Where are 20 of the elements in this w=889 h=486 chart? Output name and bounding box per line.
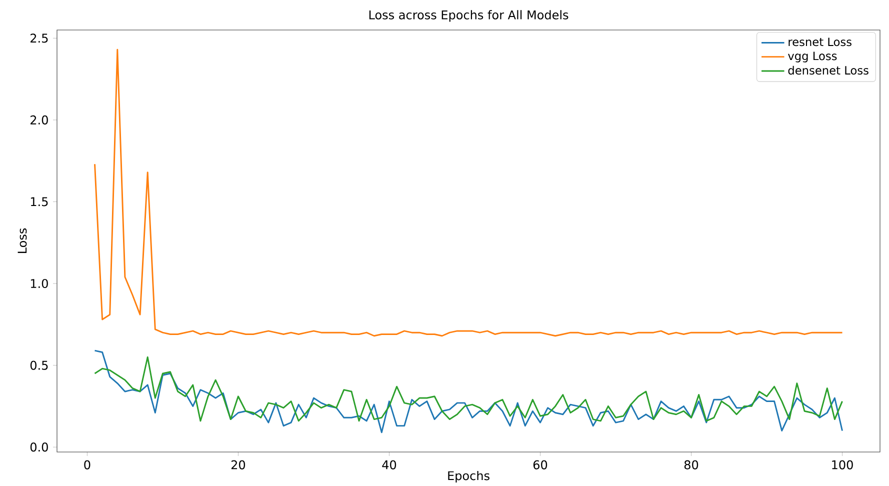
y-axis-title: Loss: [18, 228, 27, 253]
y-tick-label: 0.5: [30, 360, 48, 370]
x-tick-label: 100: [832, 460, 853, 470]
legend-label: vgg Loss: [788, 52, 837, 62]
y-tick-label: 2.0: [30, 115, 48, 124]
x-axis-title: Epochs: [448, 470, 490, 483]
legend-label: resnet Loss: [788, 38, 852, 46]
chart-title: Loss across Epochs for All Models: [369, 10, 568, 22]
x-tick-label: 60: [533, 460, 548, 470]
y-tick-label: 2.5: [30, 34, 48, 43]
y-tick-label: 1.5: [30, 197, 48, 206]
x-tick-label: 80: [684, 460, 698, 470]
x-tick-label: 40: [382, 460, 396, 470]
y-tick-label: 1.0: [30, 278, 48, 288]
x-tick-label: 0: [84, 460, 90, 470]
y-tick-label: 0.0: [30, 442, 48, 452]
line-series: [94, 356, 843, 422]
legend-label: densenet Loss: [788, 66, 868, 75]
x-tick-label: 20: [231, 460, 246, 470]
line-series: [94, 350, 843, 434]
